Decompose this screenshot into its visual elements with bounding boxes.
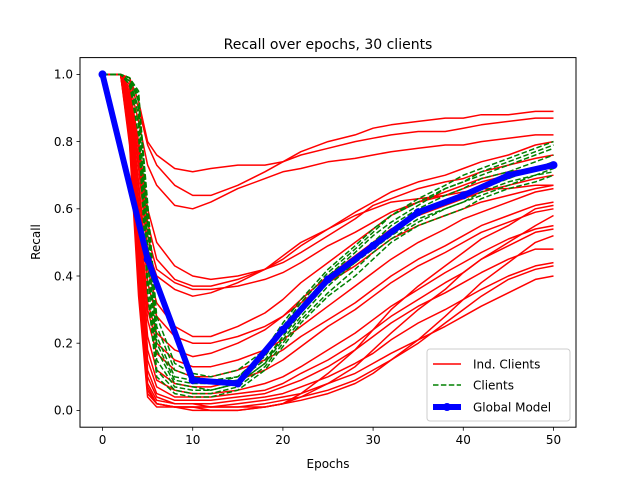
legend-ind-clients-label: Ind. Clients — [473, 358, 540, 372]
global-model-point — [414, 208, 423, 217]
y-tick-label: 0.4 — [54, 269, 73, 283]
global-model-point — [143, 255, 152, 264]
legend-global-model-label: Global Model — [473, 401, 551, 415]
ind-client-line-11 — [102, 73, 554, 368]
client-line-3 — [102, 73, 554, 385]
x-tick-label: 20 — [275, 433, 290, 447]
axes-layer: 0 10 20 30 40 50 0.0 0.2 0.4 0.6 0.8 1.0 — [54, 68, 561, 448]
y-axis-label: Recall — [29, 224, 43, 260]
global-model-point — [324, 275, 332, 284]
x-tick-label: 30 — [365, 433, 380, 447]
global-model-point — [504, 171, 513, 180]
chart-title: Recall over epochs, 30 clients — [224, 37, 433, 53]
x-tick-label: 0 — [99, 433, 107, 447]
series-layer — [98, 70, 558, 412]
legend: Ind. Clients Clients Global Model — [426, 348, 571, 422]
ind-client-line-2 — [102, 73, 554, 197]
x-tick-label: 50 — [546, 433, 561, 447]
x-tick-label: 40 — [456, 433, 471, 447]
ind-client-line-12 — [102, 73, 554, 378]
legend-global-model-marker — [443, 403, 451, 411]
legend-clients-label: Clients — [473, 379, 514, 393]
y-tick-label: 0.0 — [54, 404, 73, 418]
x-tick-label: 10 — [185, 433, 200, 447]
ind-client-line-13 — [102, 73, 554, 388]
x-axis-label: Epochs — [307, 457, 350, 471]
global-model-point — [188, 376, 197, 385]
client-line-6 — [102, 73, 554, 391]
global-model-point — [233, 379, 242, 388]
plot-frame — [79, 57, 577, 428]
global-model-point — [278, 325, 287, 334]
global-model-point — [459, 191, 468, 200]
client-line-5 — [102, 73, 554, 378]
y-tick-label: 0.6 — [54, 202, 73, 216]
y-tick-label: 0.2 — [54, 337, 73, 351]
y-tick-label: 0.8 — [54, 135, 73, 149]
y-tick-label: 1.0 — [54, 68, 73, 82]
global-model-point — [369, 241, 378, 250]
global-model-point — [98, 70, 107, 79]
ind-client-line-22 — [102, 73, 554, 412]
global-model-point — [549, 161, 558, 170]
ind-client-line-3 — [102, 73, 554, 210]
client-line-7 — [102, 73, 554, 385]
ind-client-line-1 — [102, 73, 554, 173]
client-line-8 — [102, 73, 554, 398]
legend-box — [426, 348, 571, 422]
